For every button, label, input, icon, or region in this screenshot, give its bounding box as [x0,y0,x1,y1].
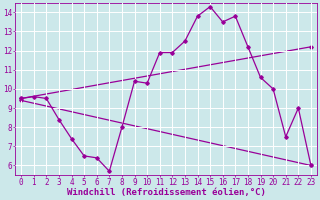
X-axis label: Windchill (Refroidissement éolien,°C): Windchill (Refroidissement éolien,°C) [67,188,266,197]
